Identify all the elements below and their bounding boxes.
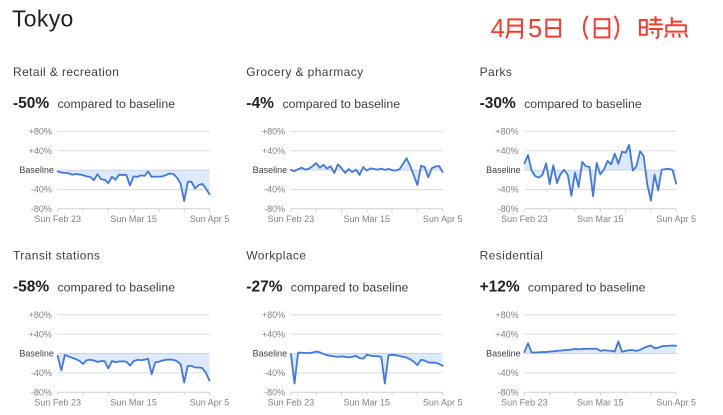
svg-text:-80%: -80% — [498, 204, 519, 214]
svg-text:Baseline: Baseline — [486, 349, 521, 359]
svg-text:-40%: -40% — [498, 368, 519, 378]
svg-text:Workplace: Workplace — [246, 248, 306, 262]
svg-text:Sun Apr 5: Sun Apr 5 — [190, 397, 230, 407]
svg-text:Baseline: Baseline — [19, 349, 54, 359]
svg-text:Sun Mar 15: Sun Mar 15 — [344, 214, 391, 224]
svg-text:-80%: -80% — [31, 387, 52, 397]
svg-text:Baseline: Baseline — [486, 165, 521, 175]
svg-text:5: 5 — [528, 15, 542, 43]
svg-text:-30%: -30% — [480, 95, 516, 112]
svg-text:Sun Mar 15: Sun Mar 15 — [344, 397, 391, 407]
svg-text:Residential: Residential — [480, 248, 544, 262]
svg-text:Sun Feb 23: Sun Feb 23 — [34, 397, 81, 407]
svg-text:-40%: -40% — [264, 185, 285, 195]
svg-text:+40%: +40% — [262, 329, 285, 339]
svg-text:-80%: -80% — [498, 387, 519, 397]
svg-text:compared to baseline: compared to baseline — [524, 97, 642, 111]
svg-text:-50%: -50% — [13, 95, 49, 112]
svg-text:-80%: -80% — [264, 204, 285, 214]
svg-text:Sun Apr 5: Sun Apr 5 — [656, 214, 696, 224]
svg-text:Sun Mar 15: Sun Mar 15 — [110, 214, 157, 224]
svg-text:+40%: +40% — [262, 146, 285, 156]
svg-text:-40%: -40% — [31, 185, 52, 195]
svg-text:Sun Feb 23: Sun Feb 23 — [34, 214, 81, 224]
svg-text:-40%: -40% — [264, 368, 285, 378]
svg-text:compared to baseline: compared to baseline — [291, 280, 409, 294]
svg-text:-58%: -58% — [13, 278, 49, 295]
svg-text:Baseline: Baseline — [253, 349, 288, 359]
svg-text:Sun Apr 5: Sun Apr 5 — [656, 397, 696, 407]
svg-text:Retail & recreation: Retail & recreation — [13, 65, 119, 79]
svg-text:-80%: -80% — [31, 204, 52, 214]
svg-text:Sun Mar 15: Sun Mar 15 — [110, 397, 157, 407]
svg-text:+80%: +80% — [29, 127, 52, 137]
svg-text:compared to baseline: compared to baseline — [528, 280, 646, 294]
svg-text:+40%: +40% — [495, 329, 518, 339]
svg-text:+40%: +40% — [29, 146, 52, 156]
svg-text:Sun Apr 5: Sun Apr 5 — [423, 214, 463, 224]
svg-text:+40%: +40% — [29, 329, 52, 339]
svg-text:-40%: -40% — [31, 368, 52, 378]
svg-text:Baseline: Baseline — [253, 165, 288, 175]
svg-text:Sun Apr 5: Sun Apr 5 — [423, 397, 463, 407]
svg-text:Sun Feb 23: Sun Feb 23 — [501, 214, 548, 224]
svg-text:compared to baseline: compared to baseline — [58, 97, 176, 111]
svg-text:+80%: +80% — [29, 310, 52, 320]
svg-text:Sun Feb 23: Sun Feb 23 — [268, 214, 315, 224]
svg-text:Sun Feb 23: Sun Feb 23 — [268, 397, 315, 407]
svg-text:+80%: +80% — [262, 310, 285, 320]
svg-text:Sun Feb 23: Sun Feb 23 — [501, 397, 548, 407]
svg-text:compared to baseline: compared to baseline — [283, 97, 401, 111]
svg-text:Baseline: Baseline — [19, 165, 54, 175]
svg-text:Sun Mar 15: Sun Mar 15 — [577, 214, 624, 224]
svg-text:+80%: +80% — [495, 127, 518, 137]
svg-text:4: 4 — [491, 15, 505, 43]
svg-text:-80%: -80% — [264, 387, 285, 397]
svg-text:Parks: Parks — [480, 65, 513, 79]
svg-text:Tokyo: Tokyo — [12, 6, 74, 32]
svg-text:Sun Apr 5: Sun Apr 5 — [190, 214, 230, 224]
svg-text:-4%: -4% — [246, 95, 274, 112]
svg-text:-40%: -40% — [498, 185, 519, 195]
svg-text:+80%: +80% — [495, 310, 518, 320]
svg-text:Grocery & pharmacy: Grocery & pharmacy — [246, 65, 363, 79]
svg-text:+40%: +40% — [495, 146, 518, 156]
svg-text:-27%: -27% — [246, 278, 282, 295]
svg-text:Sun Mar 15: Sun Mar 15 — [577, 397, 624, 407]
svg-text:+80%: +80% — [262, 127, 285, 137]
svg-text:+12%: +12% — [480, 278, 520, 295]
svg-text:compared to baseline: compared to baseline — [58, 280, 176, 294]
svg-text:Transit stations: Transit stations — [13, 248, 100, 262]
